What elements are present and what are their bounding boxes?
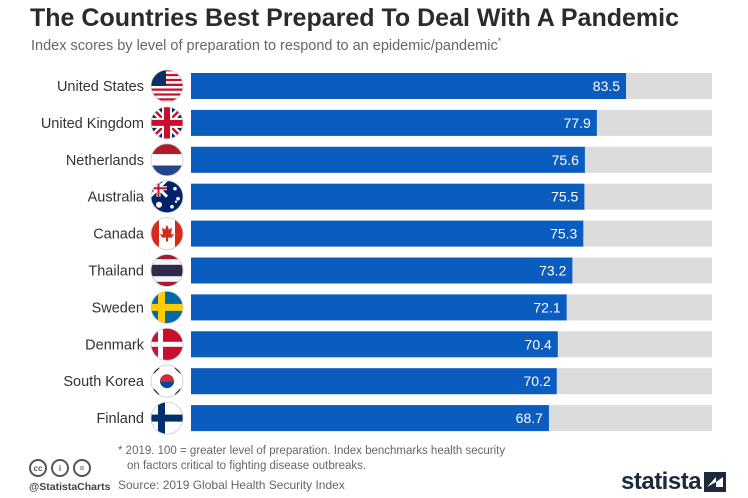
- chart-title: The Countries Best Prepared To Deal With…: [30, 4, 679, 32]
- bar: [191, 146, 585, 173]
- bar: [191, 368, 557, 395]
- bar: [191, 73, 627, 99]
- category-label: Australia: [88, 190, 145, 206]
- footnote-line-2: on factors critical to fighting disease …: [127, 460, 367, 472]
- statista-logo: statista: [621, 468, 727, 496]
- us-flag-icon: [150, 69, 184, 103]
- category-label: South Korea: [63, 374, 145, 390]
- sweden-flag-icon: [150, 290, 184, 324]
- value-label: 68.7: [516, 410, 543, 426]
- value-label: 70.4: [525, 336, 552, 352]
- source-note: Source: 2019 Global Health Security Inde…: [118, 478, 345, 492]
- statista-logo-text: statista: [621, 468, 702, 495]
- value-label: 75.5: [551, 189, 578, 205]
- category-label: Sweden: [92, 300, 144, 316]
- category-label: Denmark: [85, 337, 145, 353]
- value-label: 75.6: [552, 152, 579, 168]
- netherlands-flag-icon: [150, 143, 184, 177]
- bar: [191, 331, 558, 358]
- australia-flag-icon: [150, 180, 184, 214]
- bar: [191, 257, 573, 284]
- bar: [191, 183, 585, 210]
- south-korea-flag-icon: [150, 364, 184, 398]
- value-label: 73.2: [539, 263, 566, 279]
- category-label: United Kingdom: [41, 116, 144, 132]
- bar: [191, 220, 584, 247]
- canada-flag-icon: [150, 217, 184, 251]
- cc-icon: cc: [29, 459, 47, 477]
- license-icons: cc i =: [29, 459, 91, 477]
- footnote: * 2019. 100 = greater level of preparati…: [118, 444, 558, 474]
- finland-flag-icon: [150, 401, 184, 435]
- subtitle-text: Index scores by level of preparation to …: [31, 37, 498, 54]
- value-label: 77.9: [564, 115, 591, 131]
- footnote-line-1: * 2019. 100 = greater level of preparati…: [118, 445, 506, 457]
- value-label: 70.2: [523, 373, 550, 389]
- statista-logo-icon: [704, 472, 727, 492]
- category-label: Finland: [96, 411, 144, 427]
- value-label: 75.3: [550, 226, 577, 242]
- no-derivatives-icon: =: [73, 459, 91, 477]
- category-label: United States: [57, 79, 144, 95]
- thailand-flag-icon: [150, 254, 184, 287]
- value-label: 83.5: [593, 78, 620, 94]
- bar: [191, 109, 597, 136]
- bar: [191, 405, 549, 432]
- bar: [191, 294, 567, 321]
- category-label: Canada: [93, 227, 145, 243]
- category-label: Thailand: [88, 264, 144, 280]
- subtitle-footnote-mark: *: [497, 36, 502, 46]
- bar-chart: United States 83.5 United Kingdom 77.9 Nethe…: [41, 69, 712, 435]
- value-label: 72.1: [533, 299, 560, 315]
- chart-subtitle: Index scores by level of preparation to …: [31, 36, 501, 54]
- uk-flag-icon: [150, 106, 184, 140]
- statista-handle: @StatistaCharts: [29, 481, 111, 493]
- denmark-flag-icon: [150, 327, 184, 361]
- attribution-icon: i: [51, 459, 69, 477]
- category-label: Netherlands: [66, 153, 144, 169]
